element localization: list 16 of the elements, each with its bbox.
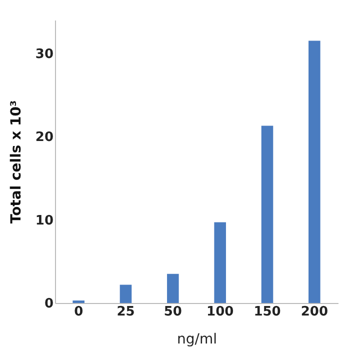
x-tick-label: 25 [116, 304, 135, 320]
x-tick-label: 200 [300, 304, 328, 320]
y-tick-label: 10 [35, 213, 54, 228]
x-tick-label: 150 [254, 304, 281, 320]
x-axis-title: ng/ml [176, 332, 218, 348]
x-tick-label: 100 [206, 304, 234, 320]
y-axis-title: Total cells x 10³ [8, 100, 24, 224]
x-tick-label: 0 [74, 304, 84, 320]
y-tick-label: 30 [35, 46, 54, 62]
bar [120, 284, 132, 303]
bar [214, 222, 226, 303]
bar [167, 274, 179, 303]
y-tick-label: 20 [35, 130, 54, 146]
bar [261, 126, 274, 303]
bar [308, 40, 320, 303]
x-tick-label: 50 [164, 304, 182, 320]
